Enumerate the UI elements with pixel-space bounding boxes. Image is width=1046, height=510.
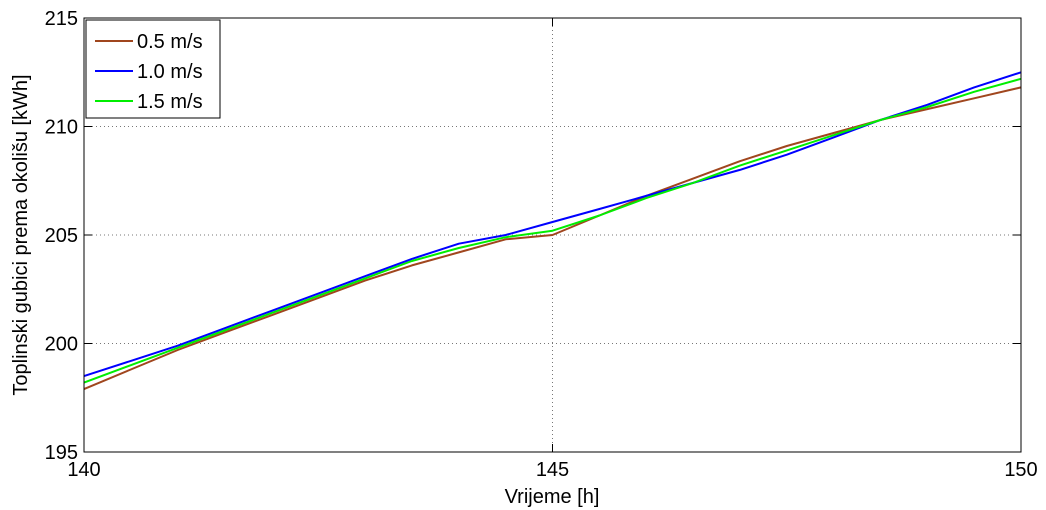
x-tick-label: 150 (1004, 459, 1037, 481)
y-tick-label: 195 (45, 442, 78, 464)
x-axis-label: Vrijeme [h] (505, 486, 600, 508)
legend: 0.5 m/s 1.0 m/s 1.5 m/s (85, 19, 221, 119)
series-line-3 (83, 77, 1022, 384)
x-tick-label: 145 (536, 459, 569, 481)
y-tick-label: 205 (45, 225, 78, 247)
legend-label: 1.0 m/s (137, 61, 203, 83)
x-tick-label: 140 (67, 459, 100, 481)
y-axis-label: Toplinski gubici prema okolišu [kWh] (10, 74, 32, 395)
y-tick-label: 200 (45, 334, 78, 356)
y-tick-label: 210 (45, 117, 78, 139)
series-group (83, 71, 1022, 391)
y-tick-label: 215 (45, 8, 78, 30)
legend-label: 1.5 m/s (137, 91, 203, 113)
axis-ticks: 140 145 150 195 200 205 210 215 (45, 8, 1038, 481)
legend-label: 0.5 m/s (137, 31, 203, 53)
